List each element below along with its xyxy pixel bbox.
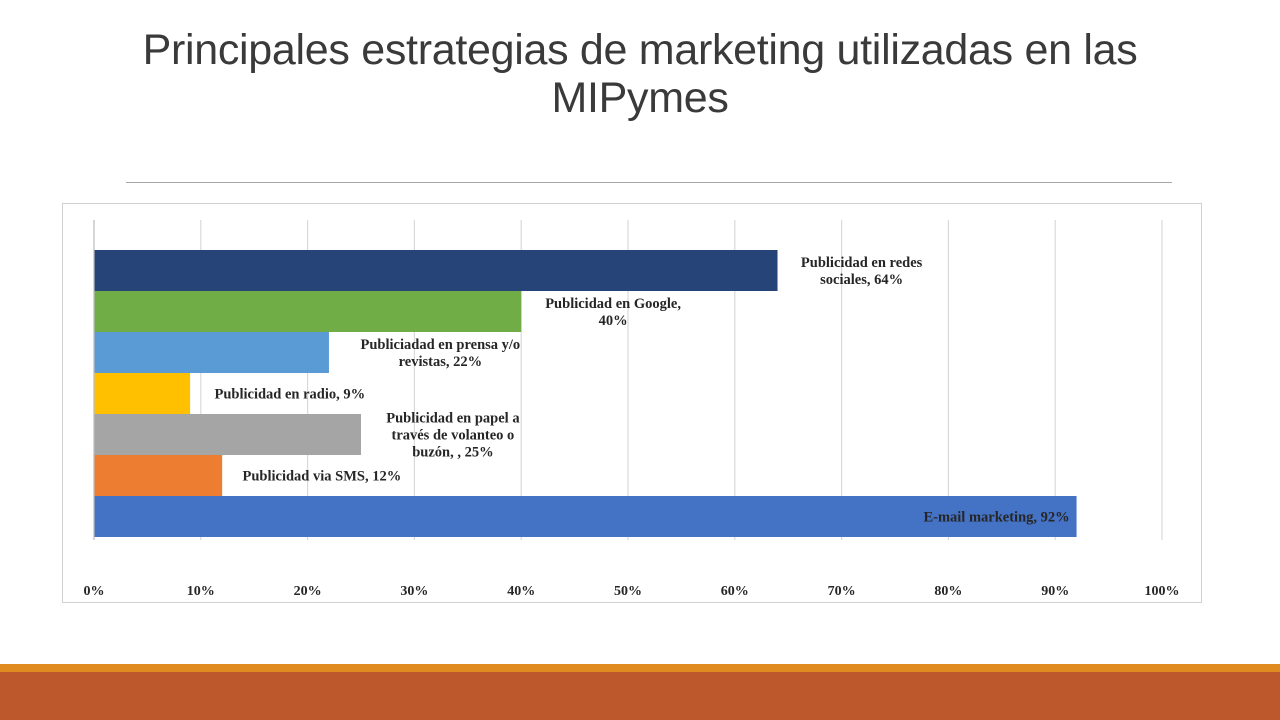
x-tick-label: 70% bbox=[828, 584, 856, 599]
data-label: Publiciadad en prensa y/o revistas, 22% bbox=[361, 337, 521, 370]
data-label-line: buzón, , 25% bbox=[412, 445, 493, 461]
data-label: Publicidad en Google, 40% bbox=[545, 296, 681, 329]
x-tick-label: 90% bbox=[1041, 584, 1069, 599]
data-label-line: través de volanteo o bbox=[391, 428, 514, 444]
data-label: Publicidad en radio, 9% bbox=[214, 387, 365, 403]
bar bbox=[94, 250, 778, 291]
bar bbox=[94, 373, 191, 414]
data-label-line: Publicidad en papel a bbox=[386, 411, 520, 427]
data-label: Publicidad via SMS, 12% bbox=[242, 469, 401, 485]
chart-area: 0% 10% 20% 30% 40% 50% 60% 70% 80% 90% 100% Publici… bbox=[62, 203, 1202, 603]
x-tick-label: 40% bbox=[507, 584, 535, 599]
bar-chart: 0% 10% 20% 30% 40% 50% 60% 70% 80% 90% 100% Publici… bbox=[84, 220, 1180, 599]
title-divider bbox=[126, 182, 1172, 183]
footer-band bbox=[0, 672, 1280, 720]
x-tick-label: 20% bbox=[294, 584, 322, 599]
data-label-line: Publicidad en redes bbox=[801, 255, 923, 271]
x-tick-label: 0% bbox=[84, 584, 105, 599]
data-label-line: Publicidad via SMS, 12% bbox=[242, 469, 401, 485]
bar bbox=[94, 414, 361, 455]
bar bbox=[94, 332, 329, 373]
data-label: Publicidad en papel a través de volanteo … bbox=[386, 411, 520, 461]
data-label: Publicidad en redes sociales, 64% bbox=[801, 255, 923, 288]
x-tick-label: 60% bbox=[721, 584, 749, 599]
x-tick-label: 30% bbox=[400, 584, 428, 599]
data-label-line: Publiciadad en prensa y/o bbox=[361, 337, 521, 353]
footer-accent-stripe bbox=[0, 664, 1280, 672]
data-label-line: Publicidad en radio, 9% bbox=[214, 387, 365, 403]
data-label-line: E-mail marketing, 92% bbox=[923, 510, 1069, 526]
data-label-line: sociales, 64% bbox=[820, 272, 903, 288]
x-tick-label: 80% bbox=[934, 584, 962, 599]
data-label: E-mail marketing, 92% bbox=[923, 510, 1069, 526]
x-tick-label: 100% bbox=[1145, 584, 1180, 599]
bar bbox=[94, 455, 223, 496]
data-label-line: 40% bbox=[599, 313, 628, 329]
slide-title: Principales estrategias de marketing uti… bbox=[142, 26, 1138, 122]
bar bbox=[94, 496, 1077, 537]
data-label-line: Publicidad en Google, bbox=[545, 296, 681, 312]
x-tick-label: 50% bbox=[614, 584, 642, 599]
data-label-line: revistas, 22% bbox=[399, 354, 483, 370]
x-tick-label: 10% bbox=[187, 584, 215, 599]
bar bbox=[94, 291, 522, 332]
